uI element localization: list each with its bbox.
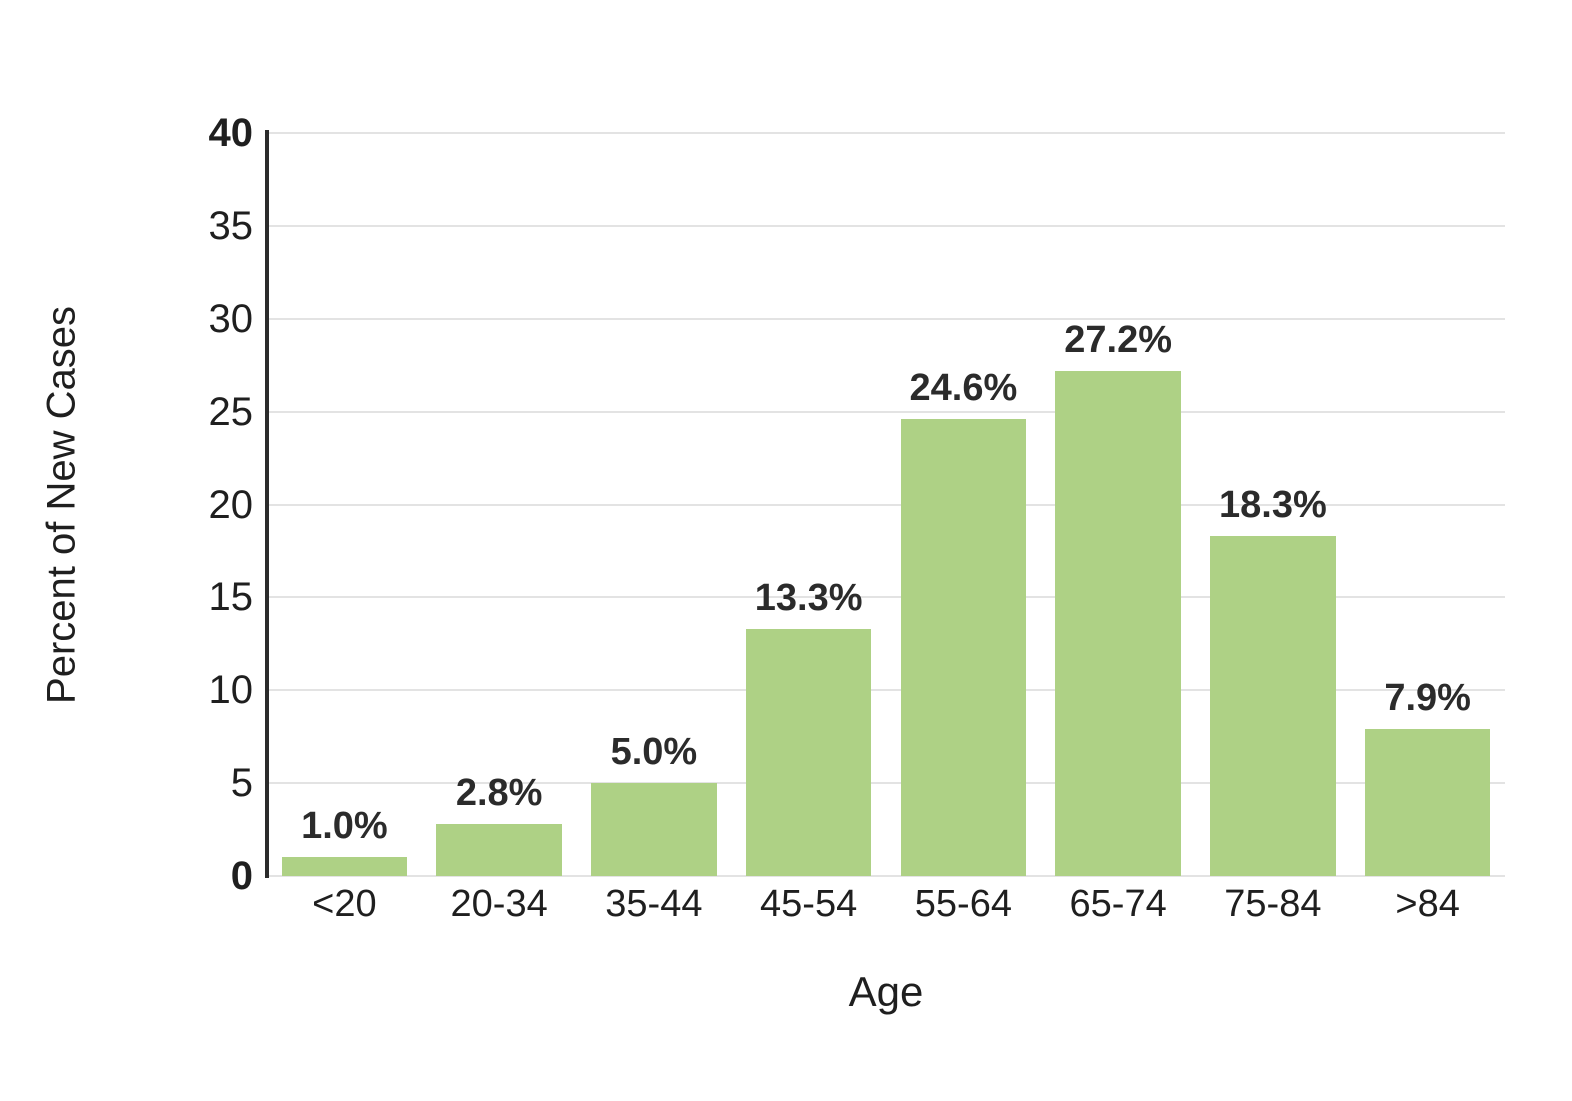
y-tick-label: 5 [230,761,253,806]
bar-slot: 13.3% [731,133,886,876]
bar-slot: 1.0% [267,133,422,876]
gridline [267,503,1505,506]
bar-slot: 27.2% [1041,133,1196,876]
x-category-label: 65-74 [1069,883,1167,925]
bar [1210,536,1336,876]
y-tick-label: 0 [230,854,253,898]
y-axis-line [265,130,269,878]
bar-value-label: 1.0% [301,805,388,848]
y-tick-label: 40 [208,111,254,155]
bar-value-label: 2.8% [455,772,543,814]
bar [591,783,717,876]
y-tick-label: 15 [208,575,254,620]
x-category-label: 20-34 [450,883,548,925]
gridline [267,689,1505,692]
y-tick-label: 20 [208,482,254,527]
gridline [267,132,1505,134]
y-tick-label: 30 [208,296,254,341]
x-axis-title: Age [848,968,924,1015]
bar [281,857,408,876]
bar-value-label: 27.2% [1064,318,1172,361]
bar [900,419,1027,876]
x-category-labels: <20 20-34 35-44 45-54 55-64 65-74 75-84 >84 [267,883,1505,926]
gridline [267,596,1505,599]
bar-value-label: 13.3% [754,576,863,619]
gridline [267,317,1505,320]
x-category-label: 55-64 [914,883,1012,925]
gridline [267,224,1505,227]
y-tick-label: 35 [208,203,254,248]
bar-slot: 7.9% [1350,133,1505,876]
gridline [267,410,1505,413]
bar [745,628,872,876]
bar-value-label: 7.9% [1384,677,1471,720]
bar [1364,729,1491,876]
bar-slot: 18.3% [1196,133,1351,876]
bar-value-label: 24.6% [909,367,1018,410]
y-tick-labels: 0 5 10 15 20 25 30 35 40 [0,113,254,896]
plot-area: 1.0% 2.8% 5.0% 13.3% 24.6% 27.2% 18.3% 7.9% [267,132,1505,877]
gridline [267,782,1505,785]
bar-slot: 2.8% [422,133,577,876]
y-tick-label: 10 [208,668,254,713]
bar-slot: 24.6% [886,133,1041,876]
bar [1055,370,1181,876]
x-category-label: 75-84 [1224,883,1322,925]
bar-value-label: 18.3% [1219,484,1327,527]
bar-slot: 5.0% [577,133,732,876]
bar [436,824,562,876]
x-category-label: >84 [1395,883,1460,925]
y-tick-label: 25 [208,389,254,434]
x-category-label: <20 [312,883,377,925]
x-category-label: 35-44 [605,883,703,925]
bar-value-label: 5.0% [610,731,698,774]
gridline [267,875,1505,877]
x-category-label: 45-54 [760,883,858,925]
bars-layer: 1.0% 2.8% 5.0% 13.3% 24.6% 27.2% 18.3% 7.9% [267,133,1505,876]
